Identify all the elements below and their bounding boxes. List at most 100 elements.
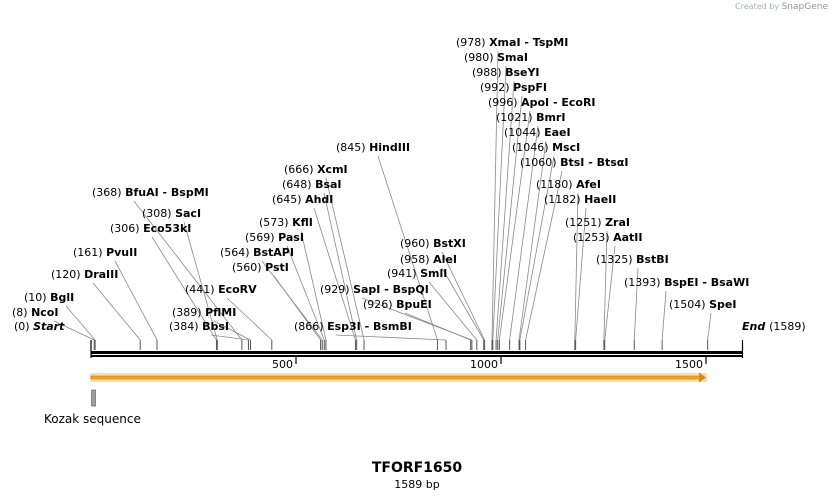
enzyme-name: NcoI <box>31 306 58 319</box>
site-label[interactable]: (308) SacI <box>142 207 201 220</box>
site-label[interactable]: (1251) ZraI <box>565 216 630 229</box>
enzyme-name: PvuII <box>106 246 137 259</box>
site-position: (866) <box>294 320 327 333</box>
label-leader-lines <box>53 50 712 341</box>
site-tick-marks <box>90 340 744 358</box>
site-position: (1180) <box>536 178 576 191</box>
site-position: (368) <box>92 186 125 199</box>
site-leader-line <box>151 236 217 341</box>
site-label[interactable]: (1044) EaeI <box>504 126 571 139</box>
site-label[interactable]: (980) SmaI <box>464 51 528 64</box>
site-label[interactable]: (960) BstXI <box>400 237 466 250</box>
site-leader-line <box>519 155 555 341</box>
site-leader-line <box>498 110 531 341</box>
site-label[interactable]: (992) PspFI <box>480 81 547 94</box>
site-label[interactable]: (1393) BspEI - BsaWI <box>624 276 749 289</box>
site-label[interactable]: (866) Esp3I - BsmBI <box>294 320 412 333</box>
site-label[interactable]: (564) BstAPI <box>220 246 294 259</box>
enzyme-name: MscI <box>552 141 580 154</box>
site-label[interactable]: (1046) MscI <box>512 141 580 154</box>
site-position: (941) <box>387 267 420 280</box>
site-label[interactable]: (120) DraIII <box>51 268 118 281</box>
site-label[interactable]: (958) AleI <box>400 253 457 266</box>
site-position: (926) <box>363 298 396 311</box>
site-label[interactable]: (1180) AfeI <box>536 178 601 191</box>
site-position: (1251) <box>565 216 605 229</box>
site-leader-line <box>210 334 249 341</box>
site-leader-line <box>633 267 639 341</box>
site-label[interactable]: (384) BbsI <box>169 320 229 333</box>
name-separator: - <box>521 36 533 49</box>
site-label[interactable]: (926) BpuEI <box>363 298 432 311</box>
enzyme-name: BspMI <box>171 186 209 199</box>
site-leader-line <box>707 312 712 341</box>
site-label[interactable]: (560) PstI <box>232 261 289 274</box>
site-label[interactable]: (10) BglI <box>24 291 74 304</box>
site-label[interactable]: (306) Eco53kI <box>110 222 191 235</box>
end-position: (1589) <box>769 320 806 333</box>
site-label[interactable]: (1021) BmrI <box>496 111 565 124</box>
site-position: (1046) <box>512 141 552 154</box>
site-label[interactable]: (569) PasI <box>245 231 304 244</box>
site-position: (929) <box>320 283 353 296</box>
site-position: (560) <box>232 261 265 274</box>
site-position: (648) <box>282 178 315 191</box>
enzyme-name: PspFI <box>513 81 547 94</box>
feature-track <box>90 372 707 407</box>
site-label[interactable]: (978) XmaI - TspMI <box>456 36 568 49</box>
site-label[interactable]: (1060) BtsI - BtsαI <box>520 156 628 169</box>
site-position: (1253) <box>573 231 613 244</box>
site-label[interactable]: (441) EcoRV <box>185 283 257 296</box>
site-leader-line <box>441 251 485 341</box>
site-label[interactable]: (389) PflMI <box>172 306 236 319</box>
site-position: (1021) <box>496 111 536 124</box>
site-position: (958) <box>400 253 433 266</box>
site-label[interactable]: (645) AhdI <box>272 193 333 206</box>
enzyme-name: SmaI <box>497 51 528 64</box>
site-label[interactable]: (161) PvuII <box>73 246 137 259</box>
site-label[interactable]: (368) BfuAI - BspMI <box>92 186 209 199</box>
scale-tick-label: 1000 <box>470 358 498 371</box>
kozak-feature-box[interactable] <box>91 389 96 407</box>
enzyme-name: SmlI <box>420 267 447 280</box>
site-label[interactable]: (1504) SpeI <box>669 298 736 311</box>
site-label[interactable]: (1253) AatII <box>573 231 642 244</box>
site-position: (389) <box>172 306 205 319</box>
orf-arrow[interactable] <box>90 375 701 380</box>
site-label[interactable]: (988) BseYI <box>472 66 540 79</box>
name-separator: - <box>699 276 711 289</box>
site-position: (666) <box>284 163 317 176</box>
enzyme-name: SapI <box>353 283 380 296</box>
site-label[interactable]: (573) KflI <box>259 216 313 229</box>
site-label[interactable]: (1182) HaeII <box>544 193 616 206</box>
enzyme-name: XcmI <box>317 163 348 176</box>
site-position: (306) <box>110 222 143 235</box>
enzyme-name: KflI <box>292 216 313 229</box>
site-label[interactable]: (941) SmlI <box>387 267 447 280</box>
site-position: (845) <box>336 141 369 154</box>
site-leader-line <box>133 200 243 341</box>
site-label[interactable]: (996) ApoI - EcoRI <box>488 96 596 109</box>
site-label[interactable]: (8) NcoI <box>12 306 58 319</box>
enzyme-name: SacI <box>175 207 201 220</box>
site-label[interactable]: (666) XcmI <box>284 163 348 176</box>
scale-tick-label: 500 <box>272 358 293 371</box>
name-separator: - <box>159 186 171 199</box>
site-position: (161) <box>73 246 106 259</box>
site-leader-line <box>491 50 499 341</box>
site-position: (1393) <box>624 276 664 289</box>
site-label[interactable]: (648) BsaI <box>282 178 342 191</box>
sequence-name: TFORF1650 <box>371 460 463 476</box>
site-leader-line <box>261 260 323 341</box>
enzyme-name: BbsI <box>202 320 229 333</box>
credit-brand: SnapGene <box>781 2 828 12</box>
site-label[interactable]: (845) HindIII <box>336 141 410 154</box>
enzyme-name: SpeI <box>709 298 736 311</box>
enzyme-name: EcoRI <box>561 96 595 109</box>
enzyme-name: BseYI <box>505 66 539 79</box>
enzyme-name: BstAPI <box>253 246 294 259</box>
site-label[interactable]: (1325) BstBI <box>596 253 669 266</box>
enzyme-name: DraIII <box>84 268 118 281</box>
site-leader-line <box>65 305 96 341</box>
site-label[interactable]: (929) SapI - BspQI <box>320 283 429 296</box>
